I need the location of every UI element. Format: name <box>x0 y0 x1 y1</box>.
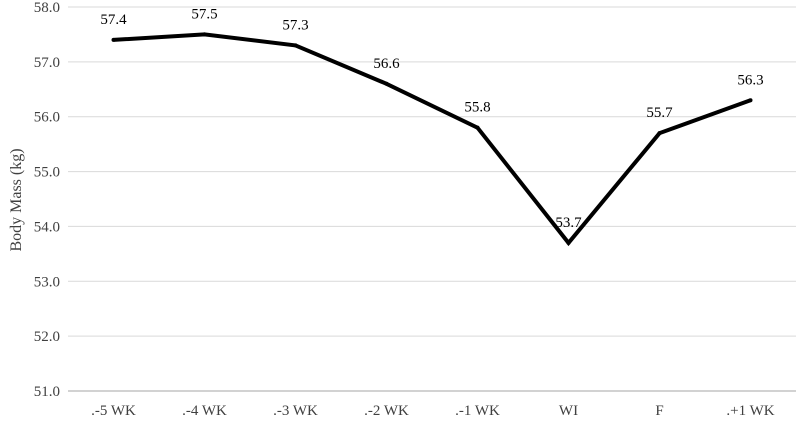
y-tick-label: 56.0 <box>34 110 60 126</box>
data-label: 55.7 <box>646 105 673 121</box>
x-axis-ticks: .-5 WK .-4 WK .-3 WK .-2 WK .-1 WK WI F .+1 WK <box>91 403 775 419</box>
x-tick-label: .-5 WK <box>91 403 136 419</box>
data-label: 56.6 <box>373 56 400 72</box>
x-tick-label: .-3 WK <box>273 403 318 419</box>
data-label: 53.7 <box>555 215 582 231</box>
x-tick-label: .-4 WK <box>182 403 227 419</box>
x-tick-label: .-1 WK <box>455 403 500 419</box>
x-tick-label: WI <box>559 403 578 419</box>
data-label: 57.5 <box>191 6 217 22</box>
data-point <box>111 37 116 42</box>
data-label: 55.8 <box>464 100 490 116</box>
data-point <box>293 43 298 48</box>
y-tick-label: 57.0 <box>34 55 60 71</box>
y-axis-ticks: 51.0 52.0 53.0 54.0 55.0 56.0 57.0 58.0 <box>34 0 60 400</box>
x-tick-label: .+1 WK <box>726 403 774 419</box>
x-tick-label: F <box>655 403 663 419</box>
y-tick-label: 55.0 <box>34 165 60 181</box>
y-axis-title: Body Mass (kg) <box>8 148 25 251</box>
data-point <box>748 98 753 103</box>
data-label: 56.3 <box>737 72 763 88</box>
data-label: 57.3 <box>282 17 308 33</box>
data-point <box>566 240 571 245</box>
gridlines <box>68 6 796 392</box>
y-tick-label: 58.0 <box>34 0 60 16</box>
data-point <box>657 131 662 136</box>
data-point <box>202 32 207 37</box>
series-line <box>113 32 752 247</box>
y-tick-label: 51.0 <box>34 384 60 400</box>
series-group <box>111 32 753 247</box>
data-point <box>475 125 480 130</box>
y-tick-label: 54.0 <box>34 219 60 235</box>
y-tick-label: 53.0 <box>34 274 60 290</box>
y-tick-label: 52.0 <box>34 329 60 345</box>
data-labels: 57.4 57.5 57.3 56.6 55.8 53.7 55.7 56.3 <box>100 6 763 230</box>
x-tick-label: .-2 WK <box>364 403 409 419</box>
data-point <box>384 81 389 86</box>
data-label: 57.4 <box>100 12 127 28</box>
